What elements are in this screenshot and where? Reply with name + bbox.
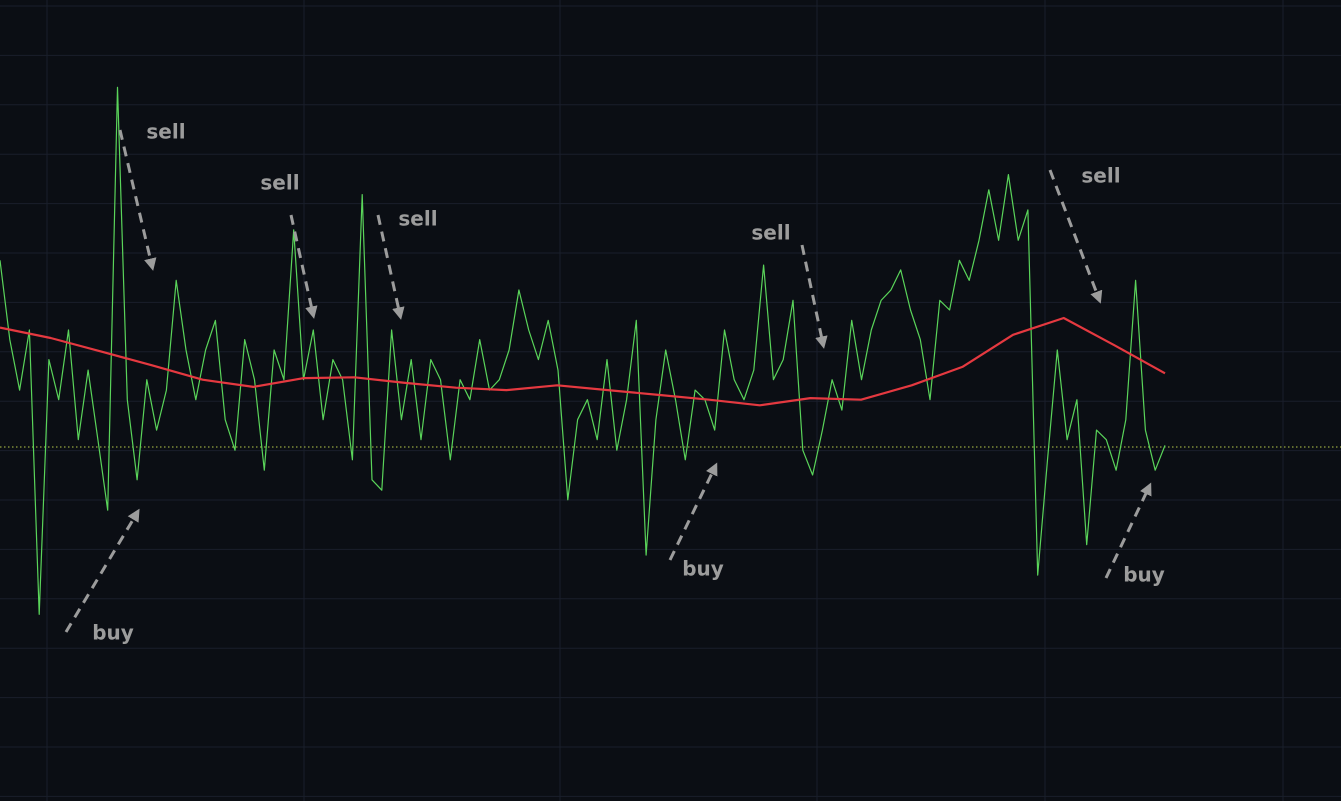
annotation-arrow: [64, 508, 140, 633]
plot-area: [0, 86, 1341, 615]
annotation-arrow: [668, 462, 718, 561]
annotation-arrow: [376, 214, 405, 320]
annotation-label: sell: [398, 207, 437, 231]
annotation-label: sell: [751, 221, 790, 245]
annotation-label: buy: [92, 621, 134, 645]
series-line: [0, 316, 1166, 407]
annotation-label: buy: [682, 557, 724, 581]
annotation-arrow: [118, 129, 157, 271]
annotation-label: sell: [146, 120, 185, 144]
series-line: [0, 86, 1166, 615]
annotation-label: sell: [1081, 164, 1120, 188]
annotation-arrow: [1048, 169, 1103, 304]
annotation-label: sell: [260, 171, 299, 195]
annotations: sell sell sell sell sell buy buy buy: [64, 120, 1165, 645]
annotation-label: buy: [1123, 563, 1165, 587]
